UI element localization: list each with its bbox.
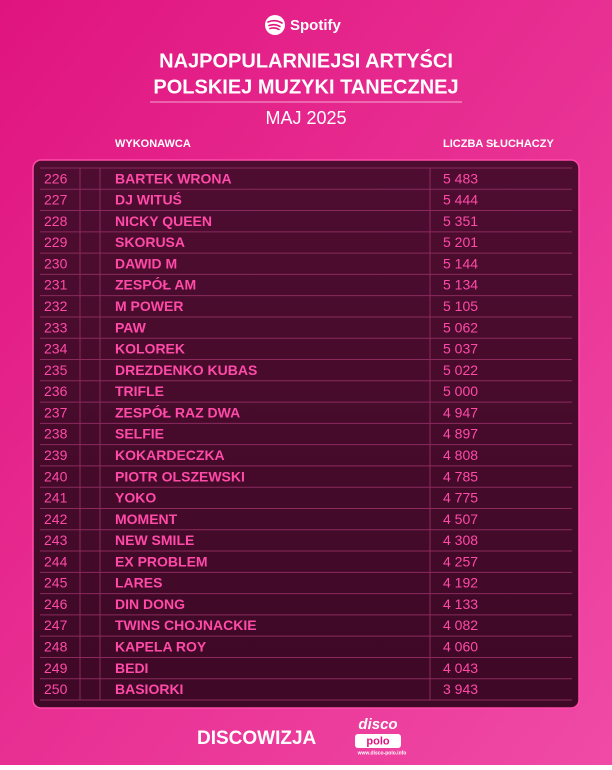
artist: TWINS CHOJNACKIE	[115, 617, 257, 633]
rank: 231	[44, 277, 68, 293]
rank: 250	[44, 681, 68, 697]
rank: 245	[44, 575, 68, 591]
listeners: 5 062	[443, 319, 478, 335]
rank: 235	[44, 362, 68, 378]
rank: 243	[44, 532, 68, 548]
listeners: 5 351	[443, 213, 478, 229]
artist: NEW SMILE	[115, 532, 194, 548]
artist: SELFIE	[115, 426, 164, 442]
title-line: NAJPOPULARNIEJSI ARTYŚCI	[159, 48, 453, 72]
artist: YOKO	[115, 490, 156, 506]
rank: 249	[44, 660, 68, 676]
rank: 228	[44, 213, 68, 229]
rank: 237	[44, 404, 68, 420]
rank: 229	[44, 234, 68, 250]
listeners: 5 037	[443, 341, 478, 357]
rank: 232	[44, 298, 68, 314]
rank: 236	[44, 383, 68, 399]
listeners: 4 785	[443, 468, 478, 484]
artist: ZESPÓŁ AM	[115, 276, 196, 293]
listeners: 4 133	[443, 596, 478, 612]
logo-url: www.disco-polo.info	[357, 750, 407, 756]
listeners: 5 483	[443, 170, 478, 186]
subtitle: MAJ 2025	[265, 108, 346, 128]
listeners: 5 022	[443, 362, 478, 378]
artist: BEDI	[115, 660, 148, 676]
listeners: 5 134	[443, 277, 478, 293]
rank: 241	[44, 490, 68, 506]
column-header: WYKONAWCA	[115, 138, 191, 150]
listeners: 5 201	[443, 234, 478, 250]
rank: 234	[44, 341, 68, 357]
table-frame	[32, 159, 580, 709]
listeners: 5 444	[443, 192, 478, 208]
artist: DJ WITUŚ	[115, 191, 182, 208]
rank: 247	[44, 617, 68, 633]
column-header: LICZBA SŁUCHACZY	[443, 138, 554, 150]
rank: 239	[44, 447, 68, 463]
rank: 226	[44, 170, 68, 186]
listeners: 4 082	[443, 617, 478, 633]
listeners: 4 808	[443, 447, 478, 463]
artist: LARES	[115, 575, 162, 591]
artist: MOMENT	[115, 511, 178, 527]
listeners: 5 105	[443, 298, 478, 314]
logo-bottom: polo	[366, 735, 389, 747]
logo-top: disco	[358, 716, 397, 733]
artist: ZESPÓŁ RAZ DWA	[115, 403, 240, 420]
brand: Spotify	[290, 17, 341, 34]
disco-polo-logo: disco polo www.disco-polo.info	[355, 716, 406, 756]
artist: SKORUSA	[115, 234, 185, 250]
rank: 246	[44, 596, 68, 612]
title-line: POLSKIEJ MUZYKI TANECZNEJ	[153, 76, 458, 98]
listeners: 4 507	[443, 511, 478, 527]
artist: BASIORKI	[115, 681, 183, 697]
artist: KOLOREK	[115, 341, 185, 357]
artist: PAW	[115, 319, 147, 335]
spotify-logo: Spotify	[265, 15, 341, 35]
artist: EX PROBLEM	[115, 553, 208, 569]
listeners: 4 060	[443, 639, 478, 655]
artist: PIOTR OLSZEWSKI	[115, 468, 245, 484]
rank: 227	[44, 192, 68, 208]
artist: M POWER	[115, 298, 183, 314]
rank: 244	[44, 553, 68, 569]
artist: TRIFLE	[115, 383, 164, 399]
listeners: 4 043	[443, 660, 478, 676]
listeners: 3 943	[443, 681, 478, 697]
rank: 233	[44, 319, 68, 335]
rank: 230	[44, 255, 68, 271]
listeners: 5 144	[443, 255, 478, 271]
rank: 242	[44, 511, 68, 527]
listeners: 4 775	[443, 490, 478, 506]
artist: DIN DONG	[115, 596, 185, 612]
artist: NICKY QUEEN	[115, 213, 212, 229]
rank: 240	[44, 468, 68, 484]
listeners: 4 257	[443, 553, 478, 569]
listeners: 4 947	[443, 404, 478, 420]
listeners: 4 897	[443, 426, 478, 442]
footer-brand: DISCOWIZJA	[197, 728, 317, 749]
listeners: 4 192	[443, 575, 478, 591]
listeners: 4 308	[443, 532, 478, 548]
artist: KAPELA ROY	[115, 639, 207, 655]
artist: KOKARDECZKA	[115, 447, 225, 463]
listeners: 5 000	[443, 383, 478, 399]
artist: BARTEK WRONA	[115, 170, 232, 186]
artist: DAWID M	[115, 255, 177, 271]
rank: 238	[44, 426, 68, 442]
logo-box	[355, 734, 401, 748]
rank: 248	[44, 639, 68, 655]
table-rows: 226 BARTEK WRONA 5 483 227 DJ WITUŚ 5 444 228 N…	[40, 167, 572, 701]
artist: DREZDENKO KUBAS	[115, 362, 257, 378]
